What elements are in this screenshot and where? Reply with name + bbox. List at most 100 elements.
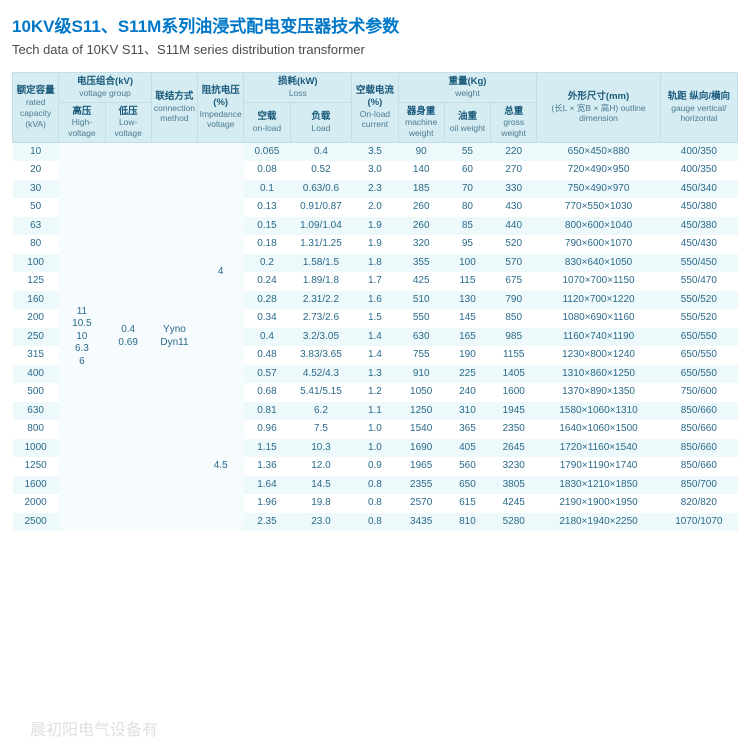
table-cell: 1580×1060×1310 <box>537 402 660 421</box>
table-cell: 0.8 <box>352 476 398 495</box>
table-cell: 850 <box>491 309 537 328</box>
table-cell: 140 <box>398 161 444 180</box>
title-chinese: 10KV级S11、S11M系列油浸式配电变压器技术参数 <box>12 12 738 37</box>
col-impedance: 阻抗电压(%) Impedance voltage <box>198 73 244 143</box>
table-cell: 2.35 <box>244 513 290 532</box>
table-cell: 1540 <box>398 420 444 439</box>
table-cell: 185 <box>398 180 444 199</box>
table-cell: Yyno Dyn11 <box>151 142 197 531</box>
table-cell: 1.0 <box>352 420 398 439</box>
table-cell: 520 <box>491 235 537 254</box>
table-cell: 0.24 <box>244 272 290 291</box>
table-cell: 1600 <box>13 476 59 495</box>
table-cell: 850/660 <box>660 439 737 458</box>
table-cell: 1160×740×1190 <box>537 328 660 347</box>
table-cell: 1050 <box>398 383 444 402</box>
table-cell: 2180×1940×2250 <box>537 513 660 532</box>
table-cell: 0.065 <box>244 142 290 161</box>
table-cell: 225 <box>444 365 490 384</box>
table-cell: 560 <box>444 457 490 476</box>
table-cell: 1965 <box>398 457 444 476</box>
table-cell: 1310×860×1250 <box>537 365 660 384</box>
table-cell: 650/550 <box>660 365 737 384</box>
table-cell: 630 <box>13 402 59 421</box>
table-cell: 3435 <box>398 513 444 532</box>
table-cell: 1.36 <box>244 457 290 476</box>
table-cell: 630 <box>398 328 444 347</box>
table-cell: 1.15 <box>244 439 290 458</box>
table-cell: 650/550 <box>660 328 737 347</box>
title-english: Tech data of 10KV S11、S11M series distri… <box>12 39 738 58</box>
table-cell: 80 <box>13 235 59 254</box>
table-cell: 650 <box>444 476 490 495</box>
table-cell: 430 <box>491 198 537 217</box>
table-cell: 3.0 <box>352 161 398 180</box>
table-cell: 1.58/1.5 <box>290 254 352 273</box>
table-cell: 1640×1060×1500 <box>537 420 660 439</box>
table-cell: 750×490×970 <box>537 180 660 199</box>
table-cell: 1230×800×1240 <box>537 346 660 365</box>
table-cell: 5280 <box>491 513 537 532</box>
table-cell: 315 <box>13 346 59 365</box>
table-cell: 80 <box>444 198 490 217</box>
table-cell: 755 <box>398 346 444 365</box>
table-cell: 310 <box>444 402 490 421</box>
table-cell: 2.3 <box>352 180 398 199</box>
table-cell: 10 <box>13 142 59 161</box>
table-cell: 510 <box>398 291 444 310</box>
table-cell: 2190×1900×1950 <box>537 494 660 513</box>
table-cell: 90 <box>398 142 444 161</box>
table-cell: 2.31/2.2 <box>290 291 352 310</box>
table-cell: 320 <box>398 235 444 254</box>
table-cell: 800×600×1040 <box>537 217 660 236</box>
table-cell: 30 <box>13 180 59 199</box>
watermark: 晨初阳电气设备有 <box>30 716 158 740</box>
table-cell: 11 10.5 10 6.3 6 <box>59 142 105 531</box>
table-cell: 190 <box>444 346 490 365</box>
col-onload: 空载 on-load <box>244 102 290 142</box>
table-cell: 405 <box>444 439 490 458</box>
table-cell: 800 <box>13 420 59 439</box>
col-voltage-group: 电压组合(kV) voltage group <box>59 73 152 103</box>
table-cell: 100 <box>444 254 490 273</box>
table-cell: 1.4 <box>352 346 398 365</box>
table-cell: 220 <box>491 142 537 161</box>
table-cell: 400 <box>13 365 59 384</box>
table-cell: 12.0 <box>290 457 352 476</box>
table-cell: 1830×1210×1850 <box>537 476 660 495</box>
table-cell: 1.3 <box>352 365 398 384</box>
table-cell: 850/660 <box>660 420 737 439</box>
table-cell: 0.63/0.6 <box>290 180 352 199</box>
table-cell: 0.8 <box>352 494 398 513</box>
table-cell: 1600 <box>491 383 537 402</box>
table-cell: 1080×690×1160 <box>537 309 660 328</box>
table-cell: 450/380 <box>660 217 737 236</box>
table-cell: 675 <box>491 272 537 291</box>
col-load: 负载 Load <box>290 102 352 142</box>
table-cell: 400/350 <box>660 161 737 180</box>
table-cell: 2355 <box>398 476 444 495</box>
table-cell: 0.4 <box>290 142 352 161</box>
table-cell: 820/820 <box>660 494 737 513</box>
table-cell: 125 <box>13 272 59 291</box>
table-cell: 1945 <box>491 402 537 421</box>
col-weight: 重量(Kg) weight <box>398 73 537 103</box>
table-cell: 4 <box>198 142 244 402</box>
table-cell: 165 <box>444 328 490 347</box>
col-connection: 联结方式 connection method <box>151 73 197 143</box>
table-cell: 1155 <box>491 346 537 365</box>
table-cell: 19.8 <box>290 494 352 513</box>
table-cell: 1.09/1.04 <box>290 217 352 236</box>
table-cell: 20 <box>13 161 59 180</box>
table-cell: 1.96 <box>244 494 290 513</box>
table-cell: 0.68 <box>244 383 290 402</box>
table-cell: 1.6 <box>352 291 398 310</box>
table-cell: 260 <box>398 198 444 217</box>
table-cell: 0.57 <box>244 365 290 384</box>
table-cell: 3.2/3.05 <box>290 328 352 347</box>
table-cell: 850/660 <box>660 402 737 421</box>
table-cell: 250 <box>13 328 59 347</box>
col-gauge: 轨距 纵向/横向 gauge vertical/ horizontal <box>660 73 737 143</box>
table-cell: 100 <box>13 254 59 273</box>
table-header: 额定容量 rated capacity (kVA) 电压组合(kV) volta… <box>13 73 738 143</box>
